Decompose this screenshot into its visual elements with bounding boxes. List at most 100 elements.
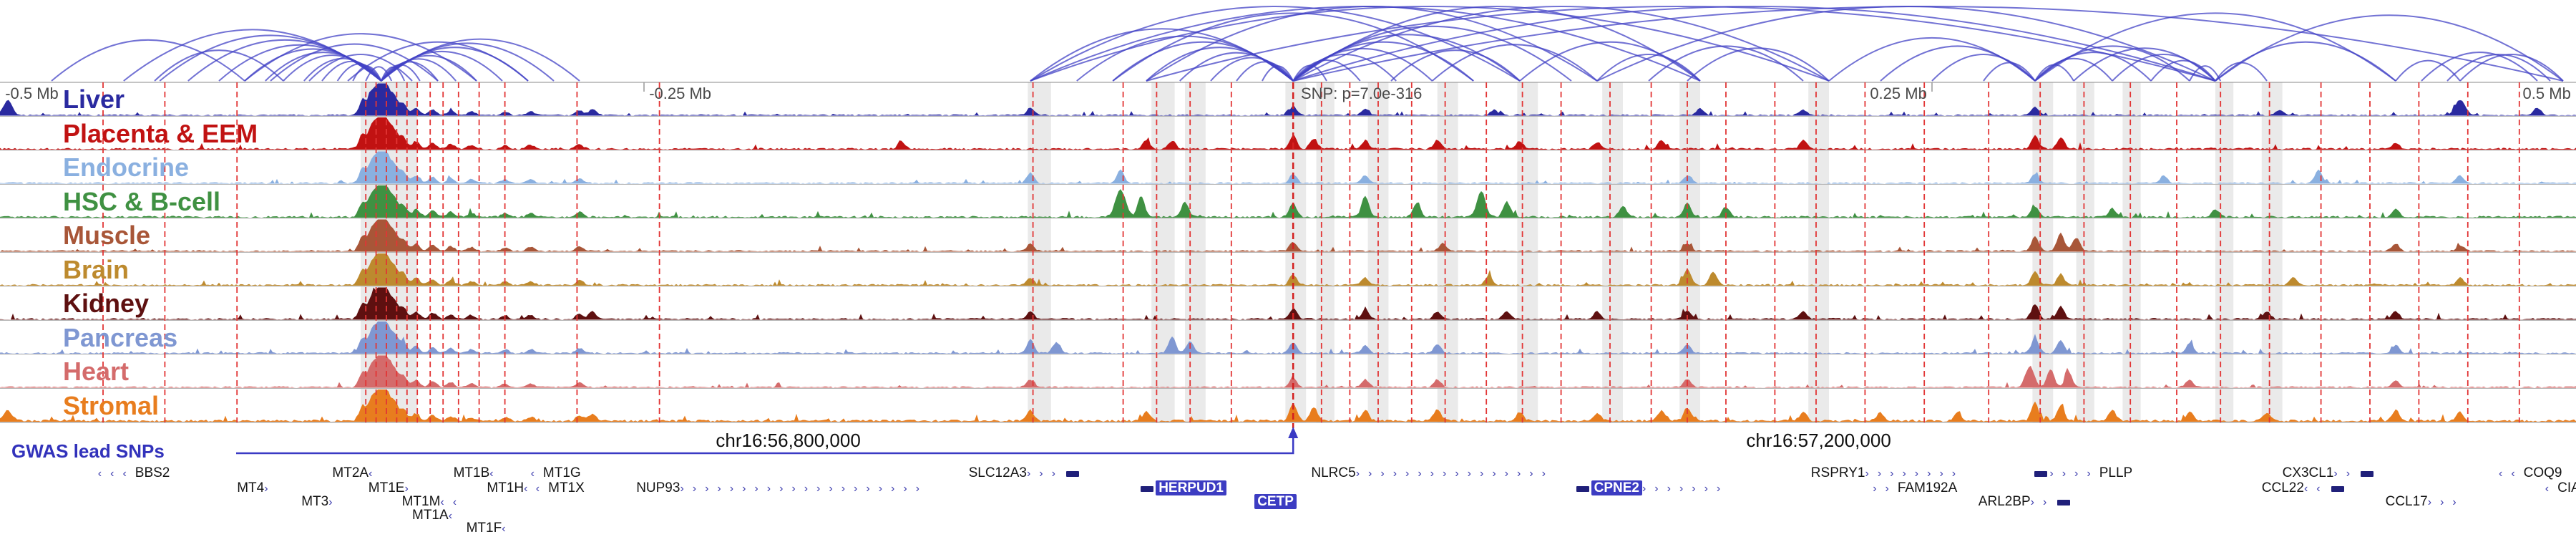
gene-herpud1: HERPUD1: [1138, 480, 1226, 495]
interaction-arc: [1146, 6, 1598, 82]
strand-arrows: ›››››››: [1641, 483, 1729, 495]
gene-mt1f: MT1F‹: [467, 521, 514, 536]
exon-bar: [2331, 486, 2344, 492]
signal-track-muscle: [0, 219, 2576, 252]
coordinate-label: chr16:57,200,000: [1746, 430, 1891, 451]
gene-label: CIAO: [2557, 480, 2576, 495]
strand-arrows: ‹‹: [2303, 483, 2329, 495]
exon-bar: [1141, 486, 1154, 492]
gene-label: NLRC5: [1311, 465, 1356, 480]
track-label-brain: Brain: [63, 254, 130, 284]
interaction-arc: [2459, 53, 2564, 82]
gene-ciao: ‹CIAO: [2545, 480, 2576, 496]
gene-label: MT1B: [453, 465, 490, 480]
interaction-arc: [2395, 59, 2461, 82]
strand-arrows: ››››: [2049, 468, 2099, 480]
strand-arrows: ‹: [369, 468, 381, 480]
gene-coq9: ‹‹COQ9: [2499, 465, 2562, 481]
interaction-arc: [2034, 45, 2190, 82]
gene-label: FAM192A: [1897, 480, 1958, 495]
track-label-hsc-b-cell: HSC & B-cell: [63, 186, 221, 216]
interaction-arc: [1292, 6, 2216, 82]
gene-bbs2: ‹‹‹BBS2: [98, 465, 170, 481]
interaction-arc: [283, 54, 382, 82]
interaction-arc: [51, 39, 245, 82]
strand-arrows: ‹: [530, 468, 543, 480]
interaction-arc: [1431, 44, 1598, 82]
gene-mt1x: ‹MT1X: [536, 480, 585, 496]
gwas-lead-snps-label: GWAS lead SNPs: [11, 440, 165, 462]
gene-label: HERPUD1: [1156, 480, 1226, 495]
gene-slc12a3: SLC12A3›››: [969, 465, 1081, 481]
interaction-arc: [1146, 6, 2216, 82]
strand-arrows: ››››››››: [1865, 468, 1965, 480]
gene-label: MT1H: [487, 480, 525, 495]
gene-label: MT1X: [548, 480, 585, 495]
gene-label: CX3CL1: [2282, 465, 2334, 480]
gene-label: MT1M: [401, 494, 441, 509]
gene-label: PLLP: [2099, 465, 2133, 480]
interaction-arc: [1596, 6, 2216, 82]
interaction-arc: [2215, 14, 2564, 82]
track-label-liver: Liver: [63, 84, 125, 114]
track-label-kidney: Kidney: [63, 289, 150, 318]
strand-arrows: ‹: [448, 510, 462, 522]
gene-mt4: MT4›: [237, 480, 276, 496]
ruler-label: -0.5 Mb: [5, 84, 59, 102]
gene-cx3cl1: CX3CL1››: [2283, 465, 2376, 481]
interaction-arc: [1112, 12, 1474, 82]
gene-nup93: NUP93››››››››››››››››››››: [636, 480, 928, 496]
gene-mt1m: MT1M‹‹: [402, 494, 465, 510]
interaction-arc: [2034, 12, 2396, 82]
gene-label: ARL2BP: [1978, 494, 2031, 509]
exon-bar: [1065, 471, 1079, 477]
exon-bar: [2057, 500, 2071, 505]
gene-label: MT1A: [412, 508, 449, 523]
gene-label: CETP: [1254, 494, 1297, 509]
gwas-pointer-arrow: [1288, 427, 1299, 438]
gene-label: RSPRY1: [1810, 465, 1865, 480]
strand-arrows: ››: [1873, 483, 1898, 495]
gene-label: CCL22: [2261, 480, 2304, 495]
signal-track-stromal: [0, 390, 2576, 422]
gene-label: BBS2: [135, 465, 170, 480]
strand-arrows: ‹: [489, 468, 502, 480]
exon-bar: [1576, 486, 1589, 492]
track-label-placenta-eem: Placenta & EEM: [63, 118, 258, 148]
interaction-arc: [2215, 41, 2396, 82]
strand-arrows: ››: [2030, 496, 2056, 508]
gene-arl2bp: ARL2BP››: [1979, 494, 2073, 510]
gene-mt1e: MT1E›: [369, 480, 417, 496]
interaction-arc: [2215, 62, 2268, 82]
gene-mt1b: MT1B‹: [454, 465, 502, 481]
interaction-arc: [2112, 53, 2216, 82]
interaction-arc: [1292, 6, 1830, 82]
interaction-arc: [1519, 41, 1701, 82]
strand-arrows: ››: [2333, 468, 2359, 480]
gene-fam192a: ››FAM192A: [1873, 480, 1957, 496]
interaction-arc: [1146, 47, 1294, 82]
track-label-heart: Heart: [63, 357, 130, 386]
interaction-arc: [270, 43, 439, 82]
gene-ccl17: CCL17›››: [2386, 494, 2465, 510]
interaction-arc: [2446, 53, 2551, 82]
interaction-arc: [1390, 49, 1521, 82]
gene-label: MT2A: [332, 465, 369, 480]
gene-pllp: ››››PLLP: [2032, 465, 2132, 481]
exon-bar: [2361, 471, 2374, 477]
strand-arrows: ‹‹‹: [97, 468, 135, 480]
interaction-arc: [1596, 53, 1701, 82]
interaction-arc: [1292, 6, 1701, 82]
interaction-arc: [154, 49, 284, 82]
interaction-arc: [1983, 62, 2036, 82]
ruler-label: 0.25 Mb: [1870, 84, 1927, 102]
gene-mt1a: MT1A‹: [412, 508, 461, 523]
gene-label: CCL17: [2385, 494, 2428, 509]
interaction-arc: [1687, 47, 1830, 82]
strand-arrows: ›: [404, 483, 417, 495]
interaction-arc: [2189, 65, 2222, 82]
interaction-arc: [1179, 52, 1294, 82]
coordinate-label: chr16:56,800,000: [716, 430, 861, 451]
